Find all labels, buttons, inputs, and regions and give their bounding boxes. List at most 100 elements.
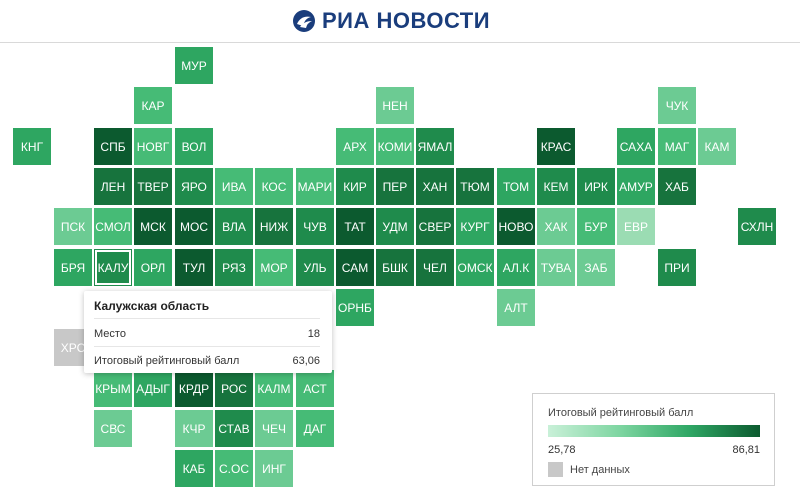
region-tile[interactable]: ВОЛ <box>175 128 213 165</box>
region-tile[interactable]: СПБ <box>94 128 132 165</box>
region-tile[interactable]: НОВГ <box>134 128 172 165</box>
region-tile[interactable]: МАГ <box>658 128 696 165</box>
region-tile[interactable]: АЛТ <box>497 289 535 326</box>
region-tile[interactable]: ТОМ <box>497 168 535 205</box>
region-tile[interactable]: ИНГ <box>255 450 293 487</box>
legend-title: Итоговый рейтинговый балл <box>548 407 694 419</box>
region-tile[interactable]: БШК <box>376 249 414 286</box>
region-tile[interactable]: КРАС <box>537 128 575 165</box>
region-tile[interactable]: СВЕР <box>416 208 454 245</box>
tooltip-region-name: Калужская область <box>94 299 210 313</box>
tooltip-score-label: Итоговый рейтинговый балл <box>94 355 240 367</box>
region-tile[interactable]: КЧР <box>175 410 213 447</box>
region-tile[interactable]: УЛЬ <box>296 249 334 286</box>
ria-globe-icon <box>293 10 315 32</box>
region-tile[interactable]: СМОЛ <box>94 208 132 245</box>
region-tile[interactable]: КЕМ <box>537 168 575 205</box>
region-tile[interactable]: КНГ <box>13 128 51 165</box>
region-tile[interactable]: ХРС <box>54 329 92 366</box>
region-tile[interactable]: ИВА <box>215 168 253 205</box>
region-tile[interactable]: ХАБ <box>658 168 696 205</box>
region-tile[interactable]: ЧУВ <box>296 208 334 245</box>
region-tile[interactable]: АДЫГ <box>134 370 172 407</box>
region-tile[interactable]: ЛЕН <box>94 168 132 205</box>
region-tile[interactable]: ТЮМ <box>456 168 494 205</box>
region-tile[interactable]: ЧЕЛ <box>416 249 454 286</box>
region-tile[interactable]: СТАВ <box>215 410 253 447</box>
region-tile[interactable]: УДМ <box>376 208 414 245</box>
region-tile[interactable]: ТУЛ <box>175 249 213 286</box>
region-tile[interactable]: АСТ <box>296 370 334 407</box>
region-tile[interactable]: СХЛН <box>738 208 776 245</box>
region-tile[interactable]: КОС <box>255 168 293 205</box>
region-tile[interactable]: ПЕР <box>376 168 414 205</box>
region-tile[interactable]: МОС <box>175 208 213 245</box>
page-header: РИА НОВОСТИ <box>0 0 800 43</box>
region-tile[interactable]: МОР <box>255 249 293 286</box>
region-tile[interactable]: АЛ.К <box>497 249 535 286</box>
region-tile[interactable]: ТАТ <box>336 208 374 245</box>
region-tile[interactable]: КАБ <box>175 450 213 487</box>
region-tile[interactable]: ПРИ <box>658 249 696 286</box>
region-tile[interactable]: РОС <box>215 370 253 407</box>
legend: Итоговый рейтинговый балл 25,78 86,81 Не… <box>532 393 775 486</box>
region-tile[interactable]: НИЖ <box>255 208 293 245</box>
region-tile[interactable]: С.ОС <box>215 450 253 487</box>
region-tile[interactable]: КОМИ <box>376 128 414 165</box>
region-tile[interactable]: АМУР <box>617 168 655 205</box>
region-tile[interactable]: КРДР <box>175 370 213 407</box>
legend-max-value: 86,81 <box>732 444 760 456</box>
region-tile[interactable]: КРЫМ <box>94 370 132 407</box>
ria-logo[interactable]: РИА НОВОСТИ <box>292 6 490 36</box>
region-tile[interactable]: РЯЗ <box>215 249 253 286</box>
region-tile[interactable]: ТУВА <box>537 249 575 286</box>
region-tile[interactable]: СВС <box>94 410 132 447</box>
region-tile[interactable]: ПСК <box>54 208 92 245</box>
region-tile[interactable]: КАР <box>134 87 172 124</box>
region-tile[interactable]: ДАГ <box>296 410 334 447</box>
region-tile[interactable]: ОРНБ <box>336 289 374 326</box>
region-tile[interactable]: ХАК <box>537 208 575 245</box>
region-tile[interactable]: ВЛА <box>215 208 253 245</box>
region-tooltip: Калужская область Место 18 Итоговый рейт… <box>84 291 332 373</box>
region-tile[interactable]: НОВО <box>497 208 535 245</box>
region-tile[interactable]: БРЯ <box>54 249 92 286</box>
region-tile[interactable]: ТВЕР <box>134 168 172 205</box>
region-tile[interactable]: ИРК <box>577 168 615 205</box>
region-tile[interactable]: МУР <box>175 47 213 84</box>
region-tile[interactable]: КАЛМ <box>255 370 293 407</box>
region-tile[interactable]: САМ <box>336 249 374 286</box>
region-tile[interactable]: БУР <box>577 208 615 245</box>
legend-no-data-swatch <box>548 462 563 477</box>
tooltip-divider <box>94 346 320 347</box>
region-tile[interactable]: ОРЛ <box>134 249 172 286</box>
region-tile[interactable]: КУРГ <box>456 208 494 245</box>
region-tile[interactable]: ЧУК <box>658 87 696 124</box>
tooltip-score-row: Итоговый рейтинговый балл 63,06 <box>94 355 320 367</box>
tooltip-score-value: 63,06 <box>292 355 320 367</box>
region-tile[interactable]: ЗАБ <box>577 249 615 286</box>
region-tile[interactable]: ЕВР <box>617 208 655 245</box>
region-tile[interactable]: КАМ <box>698 128 736 165</box>
region-tile[interactable]: АРХ <box>336 128 374 165</box>
region-tile[interactable]: САХА <box>617 128 655 165</box>
region-tile[interactable]: НЕН <box>376 87 414 124</box>
legend-gradient-bar <box>548 425 760 437</box>
region-tile[interactable]: КАЛУ <box>94 249 132 286</box>
tooltip-place-row: Место 18 <box>94 328 320 340</box>
region-tile[interactable]: ОМСК <box>456 249 494 286</box>
tooltip-place-value: 18 <box>307 328 320 340</box>
region-tile[interactable]: МСК <box>134 208 172 245</box>
region-tile[interactable]: ХАН <box>416 168 454 205</box>
logo-text: РИА НОВОСТИ <box>322 8 491 33</box>
region-tile[interactable]: ЯМАЛ <box>416 128 454 165</box>
legend-no-data-label: Нет данных <box>570 464 630 476</box>
region-tile[interactable]: ЯРО <box>175 168 213 205</box>
region-tile[interactable]: МАРИ <box>296 168 334 205</box>
tooltip-place-label: Место <box>94 328 126 340</box>
region-tile[interactable]: КИР <box>336 168 374 205</box>
legend-min-value: 25,78 <box>548 444 576 456</box>
region-tile[interactable]: ЧЕЧ <box>255 410 293 447</box>
tooltip-divider <box>94 318 320 319</box>
